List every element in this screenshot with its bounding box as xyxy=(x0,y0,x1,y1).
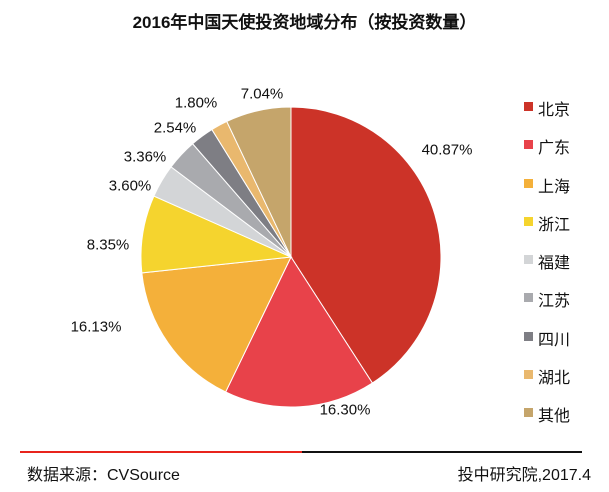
data-label: 2.54% xyxy=(153,119,197,137)
legend-item: 四川 xyxy=(524,326,570,364)
legend-item: 上海 xyxy=(524,173,570,211)
legend: 北京广东上海浙江福建江苏四川湖北其他 xyxy=(524,96,570,441)
legend-swatch xyxy=(524,102,533,111)
legend-item: 湖北 xyxy=(524,364,570,402)
legend-item: 江苏 xyxy=(524,287,570,325)
legend-swatch xyxy=(524,178,533,188)
legend-item: 北京 xyxy=(524,96,570,134)
data-label: 8.35% xyxy=(86,236,130,254)
publisher-date: 投中研究院,2017.4 xyxy=(457,467,591,484)
data-label: 1.80% xyxy=(174,94,218,112)
legend-label: 上海 xyxy=(538,178,571,196)
legend-swatch xyxy=(524,255,533,265)
data-label: 3.60% xyxy=(108,177,152,195)
legend-swatch xyxy=(524,370,533,380)
legend-item: 浙江 xyxy=(524,211,570,249)
legend-label: 其他 xyxy=(538,408,571,426)
footer-divider-black xyxy=(302,451,582,453)
legend-label: 四川 xyxy=(538,331,571,349)
legend-item: 其他 xyxy=(524,402,570,440)
legend-item: 福建 xyxy=(524,249,570,287)
pie-slice xyxy=(226,106,292,258)
legend-label: 江苏 xyxy=(538,293,571,311)
chart-title: 2016年中国天使投资地域分布（按投资数量） xyxy=(132,13,477,32)
pie-slice xyxy=(290,106,442,384)
legend-label: 福建 xyxy=(538,255,571,273)
data-label: 3.36% xyxy=(123,148,167,166)
legend-swatch xyxy=(524,140,533,150)
legend-swatch xyxy=(524,331,533,341)
data-label: 16.30% xyxy=(319,401,371,419)
legend-swatch xyxy=(524,408,533,418)
legend-swatch xyxy=(524,293,533,303)
footer-divider-red xyxy=(20,451,302,453)
pie-slice xyxy=(224,255,374,408)
pie-slice xyxy=(141,256,292,393)
data-label: 16.13% xyxy=(70,318,122,336)
data-source: 数据来源：CVSource xyxy=(27,467,180,484)
legend-label: 北京 xyxy=(538,102,571,119)
legend-label: 浙江 xyxy=(538,216,571,234)
legend-label: 广东 xyxy=(538,140,571,158)
legend-swatch xyxy=(524,216,533,226)
legend-label: 湖北 xyxy=(538,370,571,388)
legend-item: 广东 xyxy=(524,134,570,172)
data-label: 7.04% xyxy=(240,85,284,103)
data-label: 40.87% xyxy=(421,141,473,159)
